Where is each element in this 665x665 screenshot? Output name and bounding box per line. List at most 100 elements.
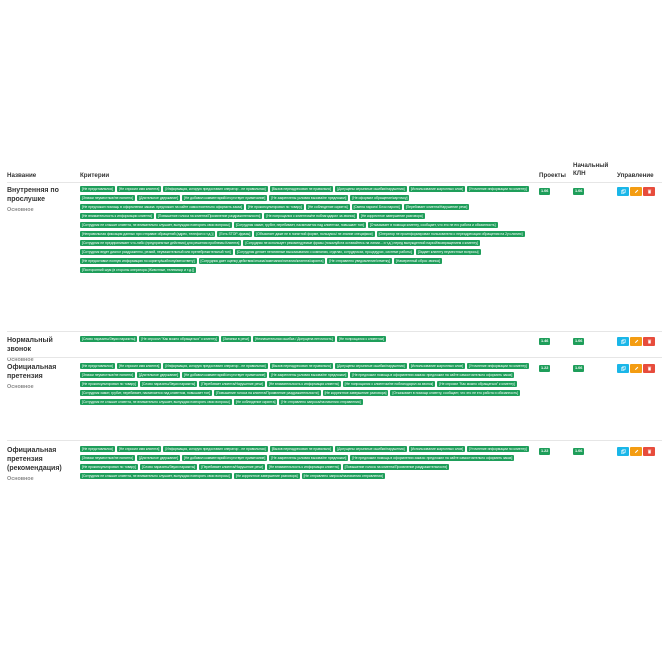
criteria-tag: [Не проконсультировал по товару] (80, 381, 138, 387)
pencil-icon (634, 366, 639, 371)
criteria-tag: [Отказывает в помощи клиенту, сообщает, … (390, 390, 521, 396)
criteria-tag: [Не представлялся] (80, 186, 115, 192)
criteria-tag: [Слово паразиты/Звуки паразиты] (139, 464, 198, 470)
delete-button[interactable] (643, 187, 655, 196)
criteria-tag: [Уточнение информации по клиенту] (467, 363, 529, 369)
criteria-tag: [Информация, которую предоставил операто… (163, 186, 268, 192)
criteria-tag: [Не внимательность к информации клиента] (266, 381, 341, 387)
trash-icon (647, 189, 652, 194)
row-actions (617, 337, 655, 346)
criteria-tag: [Не отправлено уведомление/отметку] (327, 258, 392, 264)
header-divider (7, 182, 662, 183)
criteria-tag: [Повышение голоса на клиента/Проявление … (342, 464, 450, 470)
col-header-criteria: Критерии (80, 172, 110, 179)
criteria-tag: [Не внимательность к информации клиента] (80, 213, 154, 219)
criteria-tag: [Повышение голоса на клиента/Проявление … (214, 390, 321, 396)
criteria-tag: [Допущены серьезные ошибки/нарушения] (335, 363, 407, 369)
criteria-tag: [Не предложил помощь в оформлении заказа… (350, 372, 515, 378)
criteria-tag: [Использование жаргонных слов] (408, 363, 466, 369)
copy-icon (620, 366, 626, 371)
criteria-tag: [Использование жаргонных слов] (408, 186, 466, 192)
row-actions (617, 187, 655, 196)
criteria-tag: [Длительное удержание] (137, 372, 180, 378)
copy-icon (620, 189, 626, 194)
criteria-tag: [Сотрудник хамит, грубит, перебивает, на… (233, 222, 366, 228)
criteria-tag: [Сотрудник ведет диалог раздраженно, рез… (80, 249, 233, 255)
criteria-tag: [Вызов переадресован не правильно] (269, 446, 334, 452)
criteria-tag: [Информация, которую предоставил операто… (163, 446, 268, 452)
pencil-icon (634, 189, 639, 194)
criteria-tag: [Не спросил "Как можно обращаться" к кли… (437, 381, 517, 387)
row-title-line: претензия (7, 373, 43, 380)
criteria-tag: [Посторонний шум (в стороны оператора (Ж… (80, 267, 197, 273)
criteria-tag: [Сотрудник не слышит клиента, не внимате… (80, 222, 232, 228)
criteria-tag: [Информация, которую предоставил операто… (163, 363, 268, 369)
copy-button[interactable] (617, 337, 629, 346)
row-title-line: Внутренняя по (7, 187, 59, 194)
projects-badge: 1.22 (539, 448, 551, 455)
row-subtitle: Основное (7, 357, 34, 363)
criteria-list: [Не представлялся] [Не спросил имя клиент… (80, 363, 535, 405)
criteria-tag: [Сотрудник не использует рекомендуемые ф… (243, 240, 481, 246)
row-title: Официальная претензия Основное (7, 363, 75, 392)
criteria-tag: [Задает клиенту неуместные вопросы] (415, 249, 481, 255)
criteria-tag: [Неправильная фиксация данных при отправ… (80, 231, 216, 237)
criteria-tag: [Допущены серьезные ошибки/нарушения] (335, 186, 407, 192)
copy-button[interactable] (617, 187, 629, 196)
criteria-tag: [Объясняет даже не в понятной форме, пол… (254, 231, 375, 237)
delete-button[interactable] (643, 337, 655, 346)
projects-badge: 1.46 (539, 338, 551, 345)
criteria-tag: [Не корректное завершение разговора] (233, 473, 300, 479)
row-title: Внутренняя по прослушке Основное (7, 186, 75, 215)
row-title: Официальная претензия (рекомендация) Основн… (7, 446, 75, 484)
row-divider (7, 440, 662, 441)
criteria-tag: [Не спросил имя клиента] (116, 186, 162, 192)
criteria-tag: [Не добавил комментарий/отсутствует прим… (181, 195, 268, 201)
criteria-tag: [Уточнение информации по клиенту] (467, 186, 529, 192)
delete-button[interactable] (643, 447, 655, 456)
row-subtitle: Основное (7, 476, 34, 482)
criteria-tag: [Перебивает клиента/Нарушение речи] (199, 381, 265, 387)
criteria-tag: [Не попрощался с клиентом/не поблагодари… (264, 213, 357, 219)
edit-button[interactable] (630, 337, 642, 346)
initial-kln-badge: 1.06 (573, 188, 585, 195)
criteria-tag: [Вызов переадресован не правильно] (269, 186, 334, 192)
trash-icon (647, 366, 652, 371)
row-divider (7, 331, 662, 332)
criteria-tag: [Не соблюдение скрипта] (233, 399, 278, 405)
criteria-tag: [Сотрудник дает оценку действия/отказа/з… (198, 258, 326, 264)
row-title-line: прослушке (7, 196, 46, 203)
criteria-tag: [Не отправлено запроса/назначения отправ… (301, 473, 385, 479)
row-subtitle: Основное (7, 384, 34, 390)
criteria-tag: [Сотрудник не предпринимает что-либо (пр… (80, 240, 242, 246)
copy-button[interactable] (617, 364, 629, 373)
copy-button[interactable] (617, 447, 629, 456)
criteria-tag: [Допущены серьезные ошибки/нарушения] (335, 446, 407, 452)
criteria-tag: [Не корректное завершение разговора] (358, 213, 425, 219)
criteria-tag: [Значки неуместные/не понятно] (80, 372, 136, 378)
criteria-tag: [Не корректное завершение разговора] (322, 390, 389, 396)
row-actions (617, 364, 655, 373)
row-title-line: Нормальный звонок (7, 337, 53, 353)
edit-button[interactable] (630, 364, 642, 373)
criteria-tag: [Не закреплены условия вызова/не предлож… (269, 372, 349, 378)
criteria-tag: [Не представлялся] (80, 446, 115, 452)
edit-button[interactable] (630, 187, 642, 196)
criteria-tag: [Вызов переадресован не правильно] (269, 363, 334, 369)
pencil-icon (634, 449, 639, 454)
criteria-tag: [Не соблюдение скрипта] (305, 204, 350, 210)
criteria-tag: [Не проконсультировал по товару] (246, 204, 304, 210)
criteria-tag: [Не попрощался с клиентом/не поблагодари… (342, 381, 436, 387)
criteria-tag: [Не спросил имя клиента] (116, 446, 162, 452)
criteria-tag: [Не спросил имя клиента] (116, 363, 162, 369)
criteria-tag: [Слово паразиты/Звуки паразиты] (139, 381, 198, 387)
criteria-tag: [Длительное удержание] (137, 455, 180, 461)
criteria-tag: [Оператор не проинформировал пользовател… (376, 231, 525, 237)
pencil-icon (634, 339, 639, 344)
edit-button[interactable] (630, 447, 642, 456)
delete-button[interactable] (643, 364, 655, 373)
criteria-tag: [Слово паразиты/Звуки паразиты] (80, 336, 138, 342)
criteria-list: [Слово паразиты/Звуки паразиты] [Не спрос… (80, 336, 535, 342)
criteria-tag: [Использование жаргонных слов] (408, 446, 466, 452)
criteria-tag: [Не попрощался с клиентом] (336, 336, 386, 342)
